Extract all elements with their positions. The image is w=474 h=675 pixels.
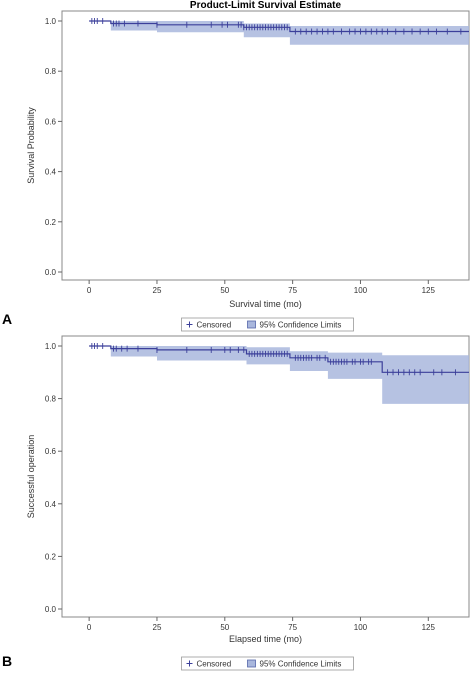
x-tick-label: 125: [422, 623, 436, 632]
x-tick-label: 25: [153, 623, 162, 632]
x-tick-label: 125: [422, 286, 436, 295]
confidence-legend-swatch: [247, 659, 256, 668]
y-tick-label: 1.0: [45, 342, 57, 351]
y-tick-label: 0.4: [45, 500, 57, 509]
chart-a: Product-Limit Survival Estimate 0.0 0.2 0.4…: [2, 0, 470, 332]
y-tick-label: 0.8: [45, 395, 57, 404]
x-tick-label: 75: [288, 286, 297, 295]
y-tick-label: 0.4: [45, 168, 57, 177]
y-tick-label: 0.6: [45, 117, 57, 126]
y-tick-label: 0.0: [45, 268, 57, 277]
plot-frame: [61, 10, 470, 281]
y-tick-label: 0.6: [45, 447, 57, 456]
panel-label: B: [2, 653, 12, 669]
legend-label-censored: Censored: [197, 321, 232, 330]
legend-box: [181, 317, 354, 332]
x-tick-label: 100: [354, 286, 368, 295]
censored-legend-icon: [186, 321, 193, 328]
x-tick-label: 0: [87, 286, 92, 295]
y-tick-label: 0.2: [45, 218, 57, 227]
y-axis-label: Survival Probability: [26, 107, 36, 184]
x-tick-label: 50: [220, 286, 229, 295]
x-tick-label: 25: [153, 286, 162, 295]
chart-title: Product-Limit Survival Estimate: [190, 0, 342, 11]
panel-label: A: [2, 311, 12, 327]
legend: Censored 95% Confidence Limits: [181, 317, 354, 332]
x-axis-label: Survival time (mo): [229, 299, 302, 309]
x-tick-label: 75: [288, 623, 297, 632]
y-tick-label: 0.2: [45, 552, 57, 561]
legend-label-confidence: 95% Confidence Limits: [260, 321, 342, 330]
confidence-band: [89, 346, 469, 404]
legend-label-censored: Censored: [197, 660, 232, 669]
x-tick-label: 50: [220, 623, 229, 632]
y-tick-label: 1.0: [45, 17, 57, 26]
legend: Censored 95% Confidence Limits: [181, 656, 354, 671]
confidence-legend-swatch: [247, 320, 256, 329]
x-axis-label: Elapsed time (mo): [229, 634, 302, 644]
legend-label-confidence: 95% Confidence Limits: [260, 660, 342, 669]
legend-box: [181, 656, 354, 671]
x-tick-label: 100: [354, 623, 368, 632]
y-axis-label: Successful operation: [26, 435, 36, 519]
y-tick-label: 0.8: [45, 67, 57, 76]
chart-b: 0.0 0.2 0.4 0.6 0.8 1.0 0 25 50 75 100 125 Elapsed t…: [2, 335, 470, 671]
y-tick-label: 0.0: [45, 605, 57, 614]
x-tick-label: 0: [87, 623, 92, 632]
confidence-band: [89, 21, 469, 45]
survival-curve: [89, 20, 469, 33]
censored-legend-icon: [186, 660, 193, 667]
